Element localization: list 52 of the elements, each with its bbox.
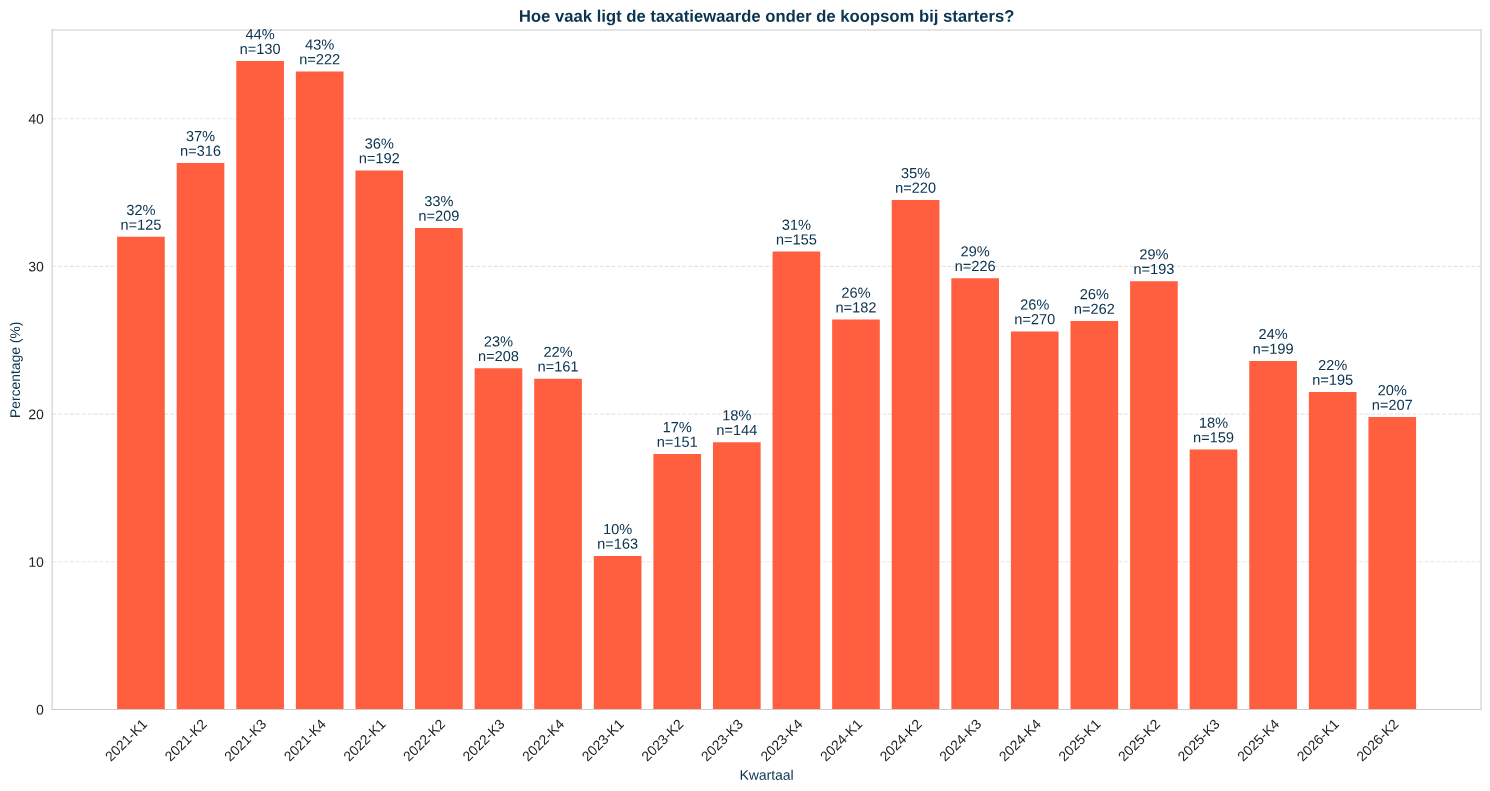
bar [1308,391,1357,710]
bar [176,163,225,710]
bar [534,378,582,710]
data-label: 26% n=262 [1074,289,1115,314]
data-label: 31% n=155 [776,219,817,245]
data-label: 37% n=316 [181,130,221,156]
bar [593,555,642,710]
bar [236,61,284,710]
bar [1368,417,1417,710]
data-label: 22% n=195 [1313,359,1353,385]
data-label: 17% n=151 [657,422,697,447]
bar [1070,321,1119,710]
data-label: 29% n=226 [955,246,995,272]
y-tick-label: 30 [28,261,44,272]
bar [891,199,940,710]
chart-title: Hoe vaak ligt de taxatiewaarde onder de koopsom bij starters? [519,9,1014,26]
y-tick-label: 10 [29,557,44,567]
data-label: 24% n=199 [1253,328,1293,354]
bar [951,278,999,710]
data-label: 44% n=130 [240,29,281,55]
bar [295,71,344,710]
y-tick-label: 40 [28,114,44,124]
data-label: 18% n=159 [1194,417,1234,443]
bar [415,227,463,710]
bar [355,170,404,710]
data-label: 20% n=207 [1372,385,1413,411]
y-tick-label: 0 [36,704,44,715]
bar [117,236,165,710]
data-label: 33% n=209 [419,195,459,221]
y-tick-label: 20 [29,409,44,420]
data-label: 26% n=270 [1015,299,1055,325]
bar [1130,281,1178,710]
bar [712,442,761,710]
bar [1189,449,1238,710]
data-label: 22% n=161 [538,346,578,372]
bar [653,453,702,710]
data-label: 35% n=220 [896,167,936,193]
data-label: 23% n=208 [478,336,519,362]
x-axis-title: Kwartaal [740,769,793,780]
data-label: 18% n=144 [717,410,757,435]
data-label: 36% n=192 [359,138,400,164]
bar [832,319,880,710]
data-label: 32% n=125 [121,204,161,230]
data-label: 10% n=163 [598,523,638,549]
y-axis-title: Percentage (%) [9,322,23,417]
data-label: 29% n=193 [1134,249,1174,275]
data-label: 26% n=182 [836,287,876,313]
bar [1249,360,1297,710]
bar [1010,331,1059,710]
data-label: 43% n=222 [300,39,340,65]
bar [474,368,523,710]
bar [772,251,821,710]
